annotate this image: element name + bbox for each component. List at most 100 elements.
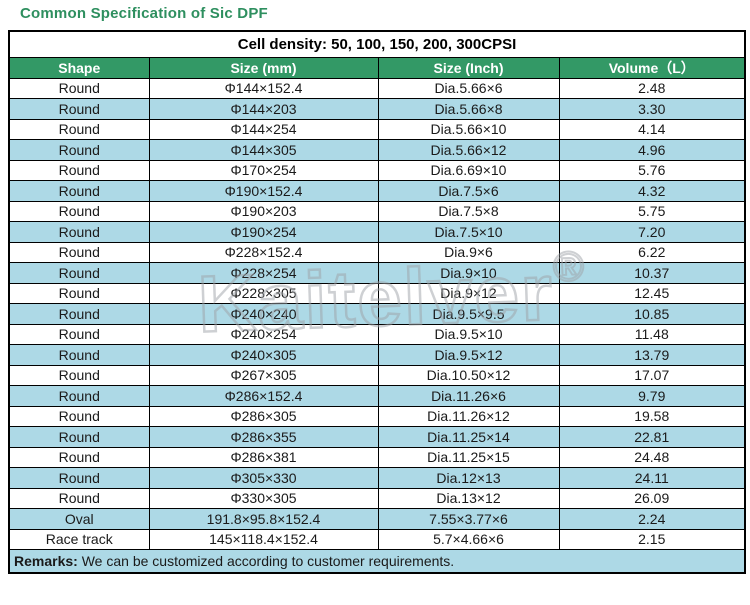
cell-shape: Round [8,221,150,243]
table-row: Round Φ240×305 Dia.9.5×12 13.79 [8,344,746,366]
cell-size-mm: 145×118.4×152.4 [148,528,379,550]
cell-size-mm: Φ330×305 [148,487,379,509]
cell-size-inch: Dia.9.5×9.5 [377,303,560,325]
cell-density-row: Cell density: 50, 100, 150, 200, 300CPSI [8,30,746,58]
table-row: Round Φ144×203 Dia.5.66×8 3.30 [8,98,746,120]
cell-shape: Round [8,241,150,263]
cell-size-inch: Dia.11.26×6 [377,385,560,407]
table-row: Round Φ190×152.4 Dia.7.5×6 4.32 [8,180,746,202]
cell-size-inch: Dia.5.66×10 [377,118,560,140]
cell-volume: 24.11 [558,467,746,489]
cell-size-mm: Φ228×305 [148,282,379,304]
table-row: Round Φ286×305 Dia.11.26×12 19.58 [8,405,746,427]
cell-shape: Round [8,98,150,120]
table-row: Round Φ286×381 Dia.11.25×15 24.48 [8,446,746,468]
remarks-cell: Remarks: We can be customized according … [8,549,746,573]
cell-volume: 13.79 [558,344,746,366]
cell-shape: Round [8,118,150,140]
cell-shape: Round [8,426,150,448]
cell-volume: 5.76 [558,159,746,181]
cell-size-mm: Φ286×152.4 [148,385,379,407]
table-row: Round Φ228×254 Dia.9×10 10.37 [8,262,746,284]
cell-shape: Round [8,159,150,181]
cell-size-mm: Φ240×254 [148,323,379,345]
cell-size-inch: Dia.9.5×10 [377,323,560,345]
cell-size-mm: Φ228×254 [148,262,379,284]
column-header-volume: Volume（L） [558,56,746,79]
cell-shape: Round [8,180,150,202]
spec-table-container: Cell density: 50, 100, 150, 200, 300CPSI… [8,30,746,574]
cell-shape: Race track [8,528,150,550]
table-row: Round Φ330×305 Dia.13×12 26.09 [8,487,746,509]
remarks-label: Remarks: [14,552,78,569]
cell-size-inch: Dia.11.25×15 [377,446,560,468]
cell-size-inch: 7.55×3.77×6 [377,508,560,530]
cell-size-mm: Φ240×305 [148,344,379,366]
table-row: Round Φ190×203 Dia.7.5×8 5.75 [8,200,746,222]
table-row: Race track 145×118.4×152.4 5.7×4.66×6 2.15 [8,528,746,550]
cell-shape: Round [8,200,150,222]
cell-size-inch: Dia.7.5×6 [377,180,560,202]
cell-volume: 12.45 [558,282,746,304]
cell-volume: 10.37 [558,262,746,284]
cell-size-inch: Dia.12×13 [377,467,560,489]
remarks-text: We can be customized according to custom… [77,552,455,569]
cell-size-mm: Φ190×254 [148,221,379,243]
cell-size-inch: Dia.5.66×6 [377,77,560,99]
cell-volume: 2.48 [558,77,746,99]
cell-shape: Oval [8,508,150,530]
cell-size-mm: Φ286×381 [148,446,379,468]
cell-size-inch: Dia.6.69×10 [377,159,560,181]
cell-volume: 4.14 [558,118,746,140]
column-header-size-mm: Size (mm) [148,56,379,79]
table-row: Round Φ228×152.4 Dia.9×6 6.22 [8,241,746,263]
cell-volume: 7.20 [558,221,746,243]
cell-size-inch: Dia.11.26×12 [377,405,560,427]
cell-size-mm: Φ190×152.4 [148,180,379,202]
cell-size-inch: Dia.13×12 [377,487,560,509]
table-row: Round Φ286×152.4 Dia.11.26×6 9.79 [8,385,746,407]
cell-size-inch: Dia.5.66×12 [377,139,560,161]
cell-size-mm: Φ170×254 [148,159,379,181]
table-row: Round Φ144×254 Dia.5.66×10 4.14 [8,118,746,140]
cell-shape: Round [8,487,150,509]
cell-size-inch: Dia.7.5×10 [377,221,560,243]
column-header-size-inch: Size (Inch) [377,56,560,79]
cell-size-mm: Φ240×240 [148,303,379,325]
cell-size-inch: Dia.9×6 [377,241,560,263]
table-row: Round Φ190×254 Dia.7.5×10 7.20 [8,221,746,243]
table-row: Round Φ228×305 Dia.9×12 12.45 [8,282,746,304]
table-row: Round Φ240×240 Dia.9.5×9.5 10.85 [8,303,746,325]
spec-table: Cell density: 50, 100, 150, 200, 300CPSI… [8,30,746,574]
cell-volume: 11.48 [558,323,746,345]
cell-shape: Round [8,364,150,386]
cell-volume: 17.07 [558,364,746,386]
cell-volume: 4.32 [558,180,746,202]
cell-shape: Round [8,385,150,407]
cell-volume: 24.48 [558,446,746,468]
cell-size-inch: Dia.9×12 [377,282,560,304]
cell-shape: Round [8,282,150,304]
cell-volume: 19.58 [558,405,746,427]
cell-size-inch: Dia.7.5×8 [377,200,560,222]
cell-size-mm: Φ144×305 [148,139,379,161]
cell-size-mm: Φ286×355 [148,426,379,448]
cell-density-header: Cell density: 50, 100, 150, 200, 300CPSI [8,30,746,58]
cell-size-mm: 191.8×95.8×152.4 [148,508,379,530]
cell-size-mm: Φ144×203 [148,98,379,120]
table-row: Round Φ286×355 Dia.11.25×14 22.81 [8,426,746,448]
cell-size-inch: Dia.5.66×8 [377,98,560,120]
cell-volume: 9.79 [558,385,746,407]
cell-shape: Round [8,446,150,468]
cell-size-inch: 5.7×4.66×6 [377,528,560,550]
cell-size-mm: Φ267×305 [148,364,379,386]
cell-size-mm: Φ228×152.4 [148,241,379,263]
cell-size-mm: Φ144×152.4 [148,77,379,99]
cell-volume: 5.75 [558,200,746,222]
table-row: Round Φ144×305 Dia.5.66×12 4.96 [8,139,746,161]
cell-shape: Round [8,323,150,345]
table-row: Round Φ305×330 Dia.12×13 24.11 [8,467,746,489]
cell-shape: Round [8,344,150,366]
cell-size-inch: Dia.9.5×12 [377,344,560,366]
cell-size-mm: Φ286×305 [148,405,379,427]
